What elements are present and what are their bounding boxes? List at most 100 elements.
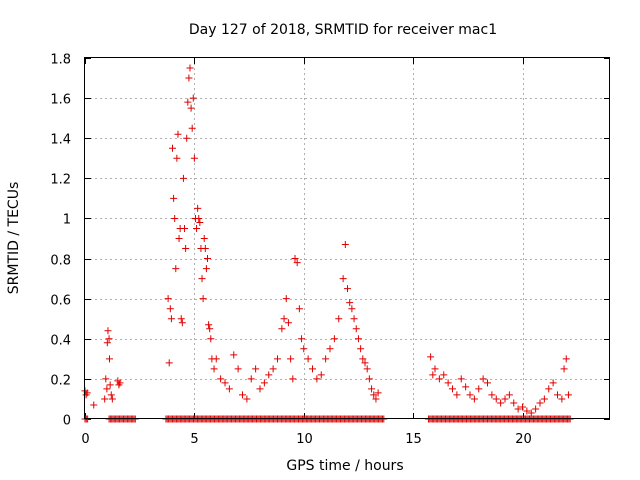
data-point bbox=[193, 224, 201, 232]
data-point bbox=[284, 319, 292, 327]
data-point bbox=[339, 275, 347, 283]
data-point bbox=[519, 403, 526, 411]
data-point bbox=[330, 335, 338, 343]
data-point bbox=[374, 389, 382, 397]
data-point bbox=[199, 295, 207, 303]
data-point bbox=[558, 395, 566, 403]
data-point bbox=[295, 305, 303, 313]
data-point bbox=[298, 335, 306, 343]
data-point bbox=[187, 104, 195, 112]
data-point bbox=[198, 275, 206, 283]
data-point bbox=[234, 365, 242, 373]
data-point bbox=[170, 194, 178, 202]
data-point bbox=[348, 305, 356, 313]
y-axis-label: SRMTID / TECUs bbox=[6, 182, 22, 295]
data-point bbox=[181, 224, 189, 232]
y-tick-label: 1.2 bbox=[50, 173, 71, 188]
data-point bbox=[166, 305, 174, 313]
data-point bbox=[453, 391, 461, 399]
data-point bbox=[200, 235, 208, 242]
data-point bbox=[169, 144, 176, 152]
data-point bbox=[269, 365, 277, 373]
x-tick-label: 5 bbox=[190, 432, 198, 447]
data-point bbox=[313, 375, 321, 383]
y-tick-label: 1.4 bbox=[50, 133, 71, 148]
data-point bbox=[361, 359, 369, 367]
data-point bbox=[103, 385, 111, 393]
y-tick-label: 1.6 bbox=[50, 93, 71, 108]
data-point bbox=[435, 375, 443, 383]
plot-frame bbox=[84, 57, 610, 419]
data-point bbox=[172, 265, 180, 273]
data-point bbox=[514, 405, 522, 413]
data-point bbox=[164, 295, 172, 303]
data-point bbox=[475, 385, 483, 393]
x-axis-label: GPS time / hours bbox=[286, 458, 403, 474]
data-point bbox=[372, 395, 380, 403]
data-point bbox=[278, 325, 286, 333]
data-point bbox=[183, 134, 191, 142]
data-point bbox=[335, 315, 343, 323]
y-tick-label: 0.8 bbox=[50, 254, 71, 269]
data-point bbox=[484, 379, 491, 387]
data-point bbox=[186, 64, 194, 72]
data-point bbox=[545, 385, 553, 393]
data-point bbox=[354, 335, 362, 343]
data-point bbox=[243, 395, 251, 403]
data-point bbox=[212, 355, 220, 363]
data-point bbox=[492, 395, 500, 403]
data-point bbox=[206, 325, 214, 333]
data-point bbox=[179, 174, 187, 182]
data-point bbox=[221, 379, 229, 387]
grid bbox=[85, 58, 610, 419]
data-point bbox=[293, 259, 301, 267]
data-point bbox=[365, 375, 373, 383]
y-tick-label: 1 bbox=[63, 213, 71, 228]
data-point bbox=[457, 375, 465, 383]
data-point bbox=[280, 315, 288, 323]
data-point bbox=[291, 255, 299, 263]
y-tick-label: 0.6 bbox=[50, 294, 71, 309]
x-tick-label: 20 bbox=[515, 432, 532, 447]
data-point bbox=[431, 365, 439, 373]
data-point bbox=[202, 265, 210, 273]
x-tick-labels: 0 5 10 15 20 bbox=[81, 432, 531, 447]
data-point bbox=[188, 124, 196, 132]
data-point bbox=[265, 371, 273, 379]
data-point bbox=[195, 214, 203, 222]
data-point bbox=[370, 391, 378, 399]
data-point bbox=[167, 315, 175, 323]
data-point bbox=[346, 299, 354, 307]
data-point bbox=[282, 295, 290, 303]
data-point bbox=[300, 345, 308, 353]
data-point bbox=[108, 395, 116, 403]
data-point bbox=[444, 379, 452, 387]
data-point bbox=[104, 327, 112, 335]
data-point bbox=[260, 379, 268, 387]
data-point bbox=[359, 355, 367, 363]
data-point bbox=[497, 399, 505, 407]
x-tick-label: 15 bbox=[405, 432, 422, 447]
data-point bbox=[196, 218, 204, 226]
data-point bbox=[501, 395, 509, 403]
data-point bbox=[204, 255, 211, 263]
data-point bbox=[350, 315, 358, 323]
chart-title: Day 127 of 2018, SRMTID for receiver mac… bbox=[189, 22, 497, 38]
data-point bbox=[102, 375, 110, 383]
data-point bbox=[171, 214, 179, 222]
y-tick-label: 0 bbox=[63, 414, 71, 429]
data-point bbox=[554, 391, 561, 399]
data-point bbox=[165, 359, 173, 367]
data-point bbox=[256, 385, 264, 393]
data-point bbox=[532, 405, 540, 413]
data-point bbox=[564, 391, 572, 399]
data-point bbox=[317, 371, 325, 379]
data-point bbox=[427, 353, 435, 361]
data-point bbox=[540, 395, 548, 403]
data-point bbox=[357, 345, 365, 353]
data-point bbox=[536, 399, 544, 407]
data-point bbox=[322, 355, 330, 363]
data-point bbox=[466, 391, 474, 399]
data-point bbox=[177, 315, 185, 323]
